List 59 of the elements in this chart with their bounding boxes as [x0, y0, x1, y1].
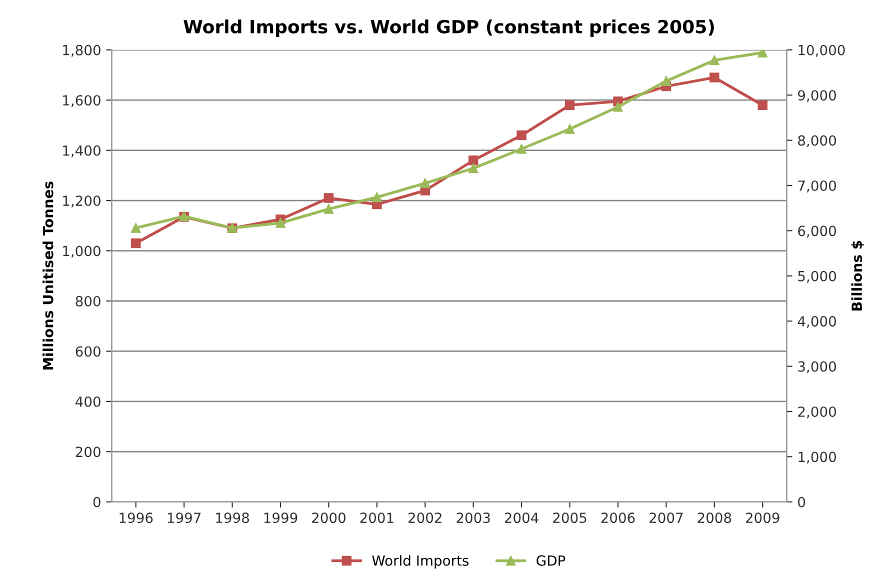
y2-tick-label: 8,000 [798, 135, 836, 148]
point [758, 50, 768, 58]
x-tick-label: 2003 [456, 512, 490, 524]
y-tick-label: 1,000 [63, 246, 100, 258]
y2-tick-label: 0 [798, 496, 806, 508]
y-tick-label: 400 [76, 396, 100, 407]
point [564, 100, 575, 110]
point [516, 144, 526, 154]
point [516, 130, 526, 140]
x-tick-label: 1996 [120, 512, 153, 524]
point [324, 204, 334, 214]
y2-tick-label: 5,000 [798, 270, 836, 283]
point [613, 102, 623, 112]
y2-tick-label: 1,000 [798, 452, 836, 464]
y2-tick-label: 4,000 [798, 316, 836, 328]
x-tick-label: 2001 [360, 512, 394, 524]
y-tick-label: 1,400 [63, 145, 100, 158]
y-tick-label: 800 [76, 296, 100, 306]
y-tick-label: 200 [76, 446, 100, 458]
y-tick-label: 0 [93, 496, 100, 508]
x-tick-label: 2002 [408, 512, 442, 524]
y2-tick-label: 9,000 [798, 90, 836, 102]
legend-label: GDP [536, 555, 566, 566]
y-tick-label: 1,800 [63, 44, 100, 57]
x-tick-label: 1997 [168, 512, 201, 524]
x-tick-label: 2007 [650, 512, 683, 524]
point [564, 124, 575, 134]
point [661, 76, 672, 86]
point [324, 193, 334, 203]
point [130, 223, 141, 233]
y2-tick-label: 3,000 [798, 361, 836, 374]
y-axis-title: Millions Unitised Tonnes [42, 182, 54, 370]
point [710, 55, 720, 66]
x-tick-label: 2005 [553, 512, 586, 524]
point [758, 100, 768, 110]
y2-tick-label: 2,000 [798, 406, 836, 418]
x-tick-label: 2000 [312, 512, 346, 524]
x-tick-label: 2009 [746, 512, 780, 524]
y2-axis-title: Billions $ [851, 240, 864, 311]
point [276, 218, 286, 228]
y-tick-label: 600 [76, 346, 100, 357]
y2-tick-label: 6,000 [798, 226, 836, 238]
point [372, 192, 382, 202]
point [710, 72, 720, 82]
point [468, 156, 478, 166]
x-tick-label: 1998 [216, 512, 250, 524]
point [468, 163, 478, 174]
point [420, 178, 430, 188]
x-tick-label: 1999 [264, 512, 298, 524]
x-tick-label: 2004 [504, 512, 538, 524]
x-tick-label: 2008 [698, 512, 732, 524]
y-tick-label: 1,600 [63, 95, 100, 108]
point [130, 238, 141, 248]
legend-label: World Imports [372, 555, 469, 569]
y2-tick-label: 10,000 [798, 44, 845, 57]
y2-tick-label: 7,000 [798, 180, 836, 192]
y-tick-label: 1,200 [63, 196, 100, 208]
chart-title: World Imports vs. World GDP (constant prices 2005) [184, 20, 714, 37]
x-tick-label: 2006 [601, 512, 635, 524]
